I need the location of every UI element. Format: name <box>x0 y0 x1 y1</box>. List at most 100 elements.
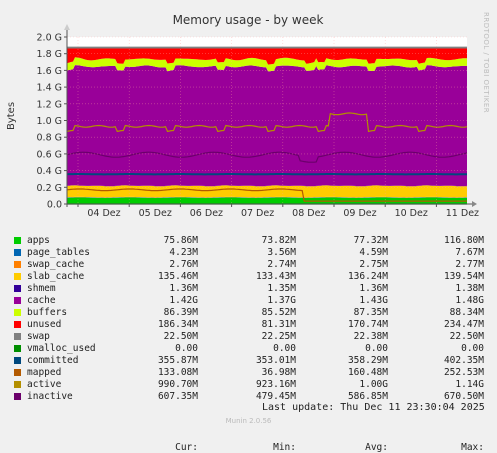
legend-cur-value: 607.35M <box>128 391 198 402</box>
munin-version: Munin 2.0.56 <box>0 417 497 425</box>
legend-max-value: 1.48G <box>414 295 484 306</box>
legend-cur-value: 135.46M <box>128 271 198 282</box>
legend-swatch <box>14 381 21 388</box>
legend-name: committed <box>27 355 78 366</box>
y-axis-ticks: 0.00.2 G0.4 G0.6 G0.8 G1.0 G1.2 G1.4 G1.… <box>37 33 68 211</box>
area-swap <box>67 47 467 49</box>
legend-name: swap_cache <box>27 259 84 270</box>
x-tick-label: 09 Dez <box>343 208 376 219</box>
legend-cur-value: 1.36M <box>128 283 198 294</box>
legend-avg-value: 1.00G <box>318 379 388 390</box>
legend-cur-value: 2.76M <box>128 259 198 270</box>
legend-avg-value: 22.38M <box>318 331 388 342</box>
legend-swatch <box>14 333 21 340</box>
legend-header-max: Max: <box>414 442 484 453</box>
legend-cur-value: 86.39M <box>128 307 198 318</box>
legend-name: mapped <box>27 367 61 378</box>
legend-avg-value: 160.48M <box>318 367 388 378</box>
y-axis-label: Bytes <box>6 102 17 130</box>
x-tick-label: 05 Dez <box>139 208 172 219</box>
legend-cur-value: 990.70M <box>128 379 198 390</box>
x-tick-label: 07 Dez <box>241 208 274 219</box>
legend-name: swap <box>27 331 50 342</box>
legend-min-value: 0.00 <box>226 343 296 354</box>
legend-max-value: 252.53M <box>414 367 484 378</box>
y-tick-label: 0.6 G <box>37 149 63 160</box>
legend-avg-value: 4.59M <box>318 247 388 258</box>
legend-swatch <box>14 321 21 328</box>
x-tick-label: 08 Dez <box>292 208 325 219</box>
legend-name: apps <box>27 235 50 246</box>
x-tick-label: 04 Dez <box>87 208 120 219</box>
x-axis-ticks: 04 Dez 05 Dez 06 Dez 07 Dez 08 Dez 09 Dez 10 D… <box>78 204 479 219</box>
legend-avg-value: 87.35M <box>318 307 388 318</box>
legend-min-value: 2.74M <box>226 259 296 270</box>
legend-min-value: 479.45M <box>226 391 296 402</box>
legend-swatch <box>14 345 21 352</box>
legend-cur-value: 0.00 <box>128 343 198 354</box>
legend-swatch <box>14 285 21 292</box>
y-tick-label: 0.4 G <box>37 166 63 177</box>
legend-avg-value: 1.36M <box>318 283 388 294</box>
legend-swatch <box>14 237 21 244</box>
legend-cur-value: 75.86M <box>128 235 198 246</box>
legend-min-value: 353.01M <box>226 355 296 366</box>
legend-cur-value: 186.34M <box>128 319 198 330</box>
y-tick-label: 0.2 G <box>37 183 63 194</box>
y-tick-label: 1.2 G <box>37 99 63 110</box>
legend-swatch <box>14 357 21 364</box>
legend-avg-value: 170.74M <box>318 319 388 330</box>
y-tick-label: 1.8 G <box>37 49 63 60</box>
rrdtool-credit: RRDTOOL / TOBI OETIKER <box>482 12 490 113</box>
legend-cur-value: 133.08M <box>128 367 198 378</box>
x-tick-label: 10 Dez <box>395 208 428 219</box>
legend-max-value: 1.38M <box>414 283 484 294</box>
legend-avg-value: 358.29M <box>318 355 388 366</box>
legend-row-vmalloc-used: vmalloc_used 0.00 0.00 0.00 0.00 <box>0 343 497 355</box>
legend-min-value: 73.82M <box>226 235 296 246</box>
legend-min-value: 22.25M <box>226 331 296 342</box>
legend-avg-value: 136.24M <box>318 271 388 282</box>
legend-avg-value: 0.00 <box>318 343 388 354</box>
legend-max-value: 1.14G <box>414 379 484 390</box>
legend-swatch <box>14 297 21 304</box>
legend-swatch <box>14 273 21 280</box>
legend-max-value: 402.35M <box>414 355 484 366</box>
y-tick-label: 1.6 G <box>37 66 63 77</box>
legend-avg-value: 586.85M <box>318 391 388 402</box>
legend-max-value: 7.67M <box>414 247 484 258</box>
legend-name: vmalloc_used <box>27 343 96 354</box>
legend-swatch <box>14 309 21 316</box>
legend-min-value: 1.37G <box>226 295 296 306</box>
legend-name: active <box>27 379 61 390</box>
x-tick-label: 06 Dez <box>190 208 223 219</box>
legend-max-value: 234.47M <box>414 319 484 330</box>
legend-name: buffers <box>27 307 67 318</box>
legend-header-min: Min: <box>226 442 296 453</box>
y-tick-label: 0.8 G <box>37 133 63 144</box>
legend-max-value: 139.54M <box>414 271 484 282</box>
legend-max-value: 88.34M <box>414 307 484 318</box>
legend-name: cache <box>27 295 56 306</box>
x-tick-label: 11 Dez <box>446 208 479 219</box>
legend-cur-value: 22.50M <box>128 331 198 342</box>
legend-avg-value: 1.43G <box>318 295 388 306</box>
legend-min-value: 1.35M <box>226 283 296 294</box>
legend-name: slab_cache <box>27 271 84 282</box>
legend-max-value: 0.00 <box>414 343 484 354</box>
legend-min-value: 133.43M <box>226 271 296 282</box>
y-tick-label: 0.0 <box>47 200 62 211</box>
last-update: Last update: Thu Dec 11 23:30:04 2025 <box>262 402 485 413</box>
legend-name: unused <box>27 319 61 330</box>
